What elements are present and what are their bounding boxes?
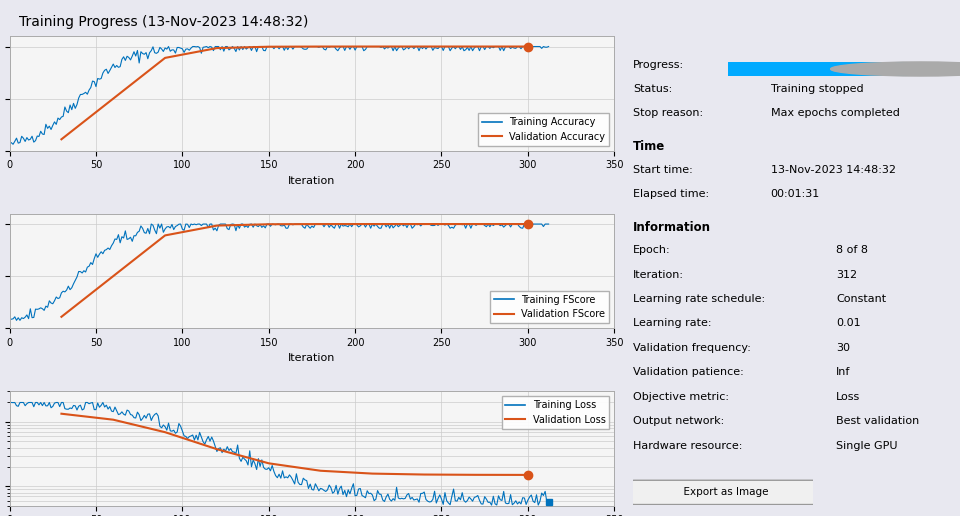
Text: Max epochs completed: Max epochs completed [771,108,900,119]
Text: Learning rate:: Learning rate: [634,318,712,328]
Text: Information: Information [634,221,711,234]
Text: Validation patience:: Validation patience: [634,367,744,377]
Text: Inf: Inf [836,367,851,377]
Text: Best validation: Best validation [836,416,920,426]
Text: Start time:: Start time: [634,165,693,174]
Text: Training Progress (13-Nov-2023 14:48:32): Training Progress (13-Nov-2023 14:48:32) [19,15,308,29]
Text: 0.01: 0.01 [836,318,860,328]
Text: Progress:: Progress: [634,59,684,70]
Text: Constant: Constant [836,294,886,304]
Text: 13-Nov-2023 14:48:32: 13-Nov-2023 14:48:32 [771,165,896,174]
Legend: Training FScore, Validation FScore: Training FScore, Validation FScore [491,291,610,324]
Text: 30: 30 [836,343,850,353]
Text: Validation frequency:: Validation frequency: [634,343,752,353]
Text: 00:01:31: 00:01:31 [771,189,820,199]
Text: Stop reason:: Stop reason: [634,108,704,119]
Text: 8 of 8: 8 of 8 [836,245,868,255]
Text: Objective metric:: Objective metric: [634,392,730,401]
Text: Elapsed time:: Elapsed time: [634,189,709,199]
X-axis label: Iteration: Iteration [288,353,336,363]
Text: Time: Time [634,140,665,153]
Legend: Training Loss, Validation Loss: Training Loss, Validation Loss [501,396,610,429]
Text: Hardware resource:: Hardware resource: [634,441,743,450]
Text: Loss: Loss [836,392,860,401]
Text: 312: 312 [836,269,857,280]
Text: Output network:: Output network: [634,416,725,426]
Text: Status:: Status: [634,84,673,94]
Text: Iteration:: Iteration: [634,269,684,280]
Text: Training stopped: Training stopped [771,84,863,94]
Legend: Training Accuracy, Validation Accuracy: Training Accuracy, Validation Accuracy [478,113,610,146]
Text: Single GPU: Single GPU [836,441,898,450]
X-axis label: Iteration: Iteration [288,176,336,186]
Text: Epoch:: Epoch: [634,245,671,255]
Text: Learning rate schedule:: Learning rate schedule: [634,294,765,304]
